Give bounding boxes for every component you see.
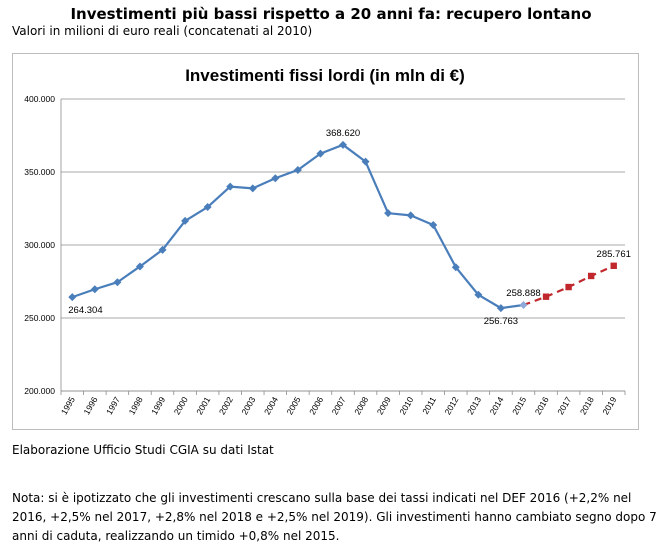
data-point: [181, 216, 190, 225]
x-tick-label: 1997: [104, 395, 122, 417]
page-title: Investimenti più bassi rispetto a 20 ann…: [70, 5, 592, 23]
x-tick-label: 1999: [149, 395, 167, 417]
x-tick-label: 2007: [330, 395, 348, 417]
x-tick-label: 2009: [375, 395, 393, 417]
data-point: [339, 140, 347, 149]
data-point: [474, 290, 483, 299]
source-note: Elaborazione Ufficio Studi CGIA su dati …: [12, 443, 274, 457]
data-labels: 264.304 368.620 256.763 258.888 285.761: [68, 128, 631, 327]
data-point: [406, 211, 415, 220]
data-point: [113, 278, 122, 287]
data-point: [610, 262, 617, 269]
y-tick-label: 250.000: [24, 313, 55, 323]
data-point: [226, 182, 235, 191]
x-tick-label: 2010: [397, 395, 415, 417]
x-tick-label: 2001: [194, 395, 212, 417]
x-tick-label: 2000: [172, 395, 190, 417]
line-chart: Investimenti fissi lordi (in mln di €) 2…: [24, 66, 631, 417]
data-point: [135, 262, 144, 271]
y-tick-label: 400.000: [24, 94, 55, 104]
x-tick-label: 1996: [81, 395, 99, 417]
x-tick-label: 2014: [488, 395, 506, 417]
x-tick-label: 2004: [262, 395, 280, 417]
data-point: [496, 304, 505, 313]
data-label: 285.761: [597, 249, 631, 260]
x-tick-label: 2008: [352, 395, 370, 417]
x-tick-label: 1998: [127, 395, 145, 417]
x-tick-label: 2013: [465, 395, 483, 417]
y-tick-label: 300.000: [24, 240, 55, 250]
x-tick-label: 2018: [578, 395, 596, 417]
chart-container: Investimenti fissi lordi (in mln di €) 2…: [12, 53, 639, 430]
page-subtitle: Valori in milioni di euro reali (concate…: [12, 24, 313, 38]
series: [68, 140, 617, 313]
data-point: [158, 245, 167, 254]
x-tick-label: 2019: [600, 395, 618, 417]
data-label: 264.304: [68, 305, 102, 316]
x-tick-label: 1995: [59, 395, 77, 417]
x-tick-label: 2006: [307, 395, 325, 417]
data-point: [587, 272, 595, 280]
data-point: [384, 209, 393, 218]
data-point: [248, 184, 257, 193]
data-label: 258.888: [506, 288, 540, 299]
y-tick-label: 200.000: [24, 386, 55, 396]
data-point: [68, 293, 77, 302]
data-point: [565, 283, 572, 291]
chart-title: Investimenti fissi lordi (in mln di €): [185, 66, 465, 85]
footnote: Nota: si è ipotizzato che gli investimen…: [12, 491, 657, 543]
data-point: [293, 165, 302, 174]
x-tick-label: 2003: [239, 395, 257, 417]
x-tick-label: 2017: [555, 395, 573, 417]
data-point: [271, 174, 280, 183]
y-tick-label: 350.000: [24, 167, 55, 177]
x-tick-label: 2016: [533, 395, 551, 417]
x-tick-label: 2005: [284, 395, 302, 417]
data-point: [429, 220, 438, 229]
data-point: [519, 301, 528, 310]
data-label: 368.620: [326, 128, 360, 139]
data-point: [203, 203, 212, 212]
data-point: [361, 157, 370, 166]
data-point: [542, 293, 550, 300]
x-tick-label: 2002: [217, 395, 235, 417]
data-point: [90, 285, 99, 294]
data-point: [316, 149, 325, 158]
x-tick-label: 2012: [442, 395, 460, 417]
data-label: 256.763: [484, 316, 518, 327]
data-point: [451, 263, 460, 272]
x-tick-label: 2011: [420, 395, 438, 416]
x-tick-label: 2015: [510, 395, 528, 417]
